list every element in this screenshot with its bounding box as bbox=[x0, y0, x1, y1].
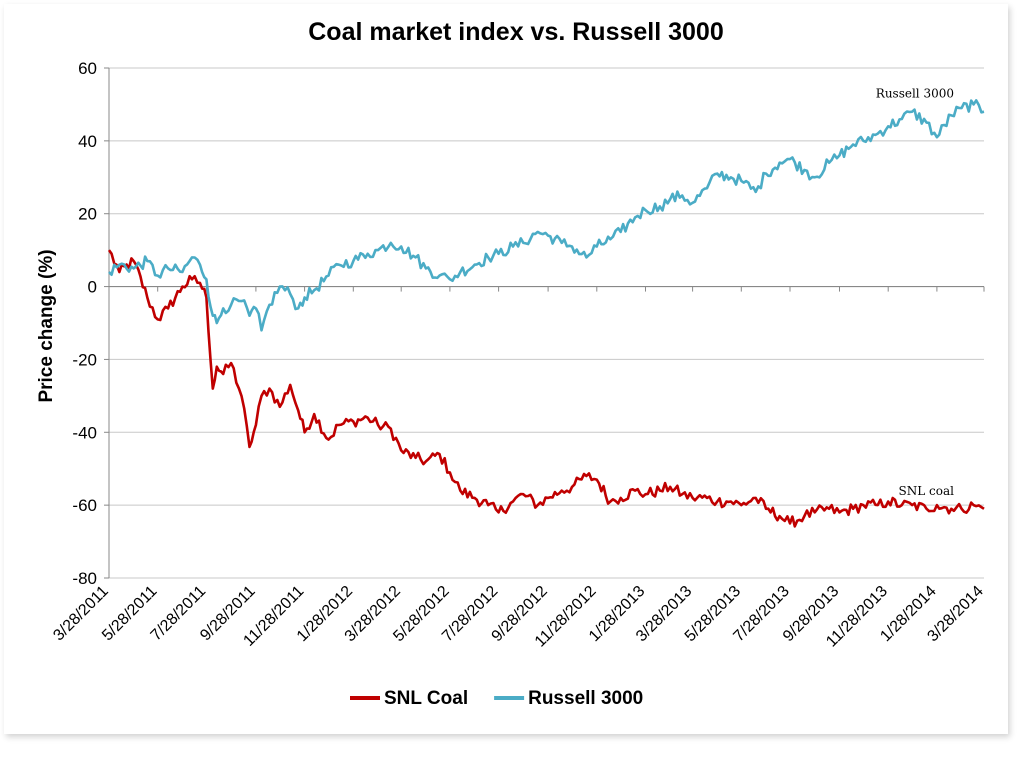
annotation-label: Russell 3000 bbox=[876, 87, 954, 101]
annotation-label: SNL coal bbox=[899, 484, 955, 498]
chart-title: Coal market index vs. Russell 3000 bbox=[308, 18, 724, 46]
y-tick-label: 0 bbox=[88, 278, 97, 297]
y-axis-label: Price change (%) bbox=[36, 249, 57, 402]
legend: SNL Coal Russell 3000 bbox=[350, 688, 643, 709]
line-chart: Coal market index vs. Russell 3000 Price… bbox=[36, 18, 987, 709]
legend-label-snl-coal: SNL Coal bbox=[384, 688, 468, 709]
y-tick-label: 60 bbox=[78, 59, 97, 78]
series-line-snl-coal bbox=[107, 249, 985, 528]
legend-label-russell-3000: Russell 3000 bbox=[528, 688, 643, 709]
series-lines bbox=[107, 99, 985, 528]
annotations: Russell 3000 SNL coal bbox=[876, 87, 954, 498]
y-tick-label: -60 bbox=[72, 496, 97, 515]
y-tick-label: 20 bbox=[78, 205, 97, 224]
series-line-russell-3000 bbox=[108, 99, 985, 332]
y-tick-label: -40 bbox=[72, 423, 97, 442]
y-tick-label: -20 bbox=[72, 350, 97, 369]
chart-frame: Coal market index vs. Russell 3000 Price… bbox=[4, 4, 1008, 734]
y-tick-label: 40 bbox=[78, 132, 97, 151]
y-tick-label: -80 bbox=[72, 569, 97, 588]
